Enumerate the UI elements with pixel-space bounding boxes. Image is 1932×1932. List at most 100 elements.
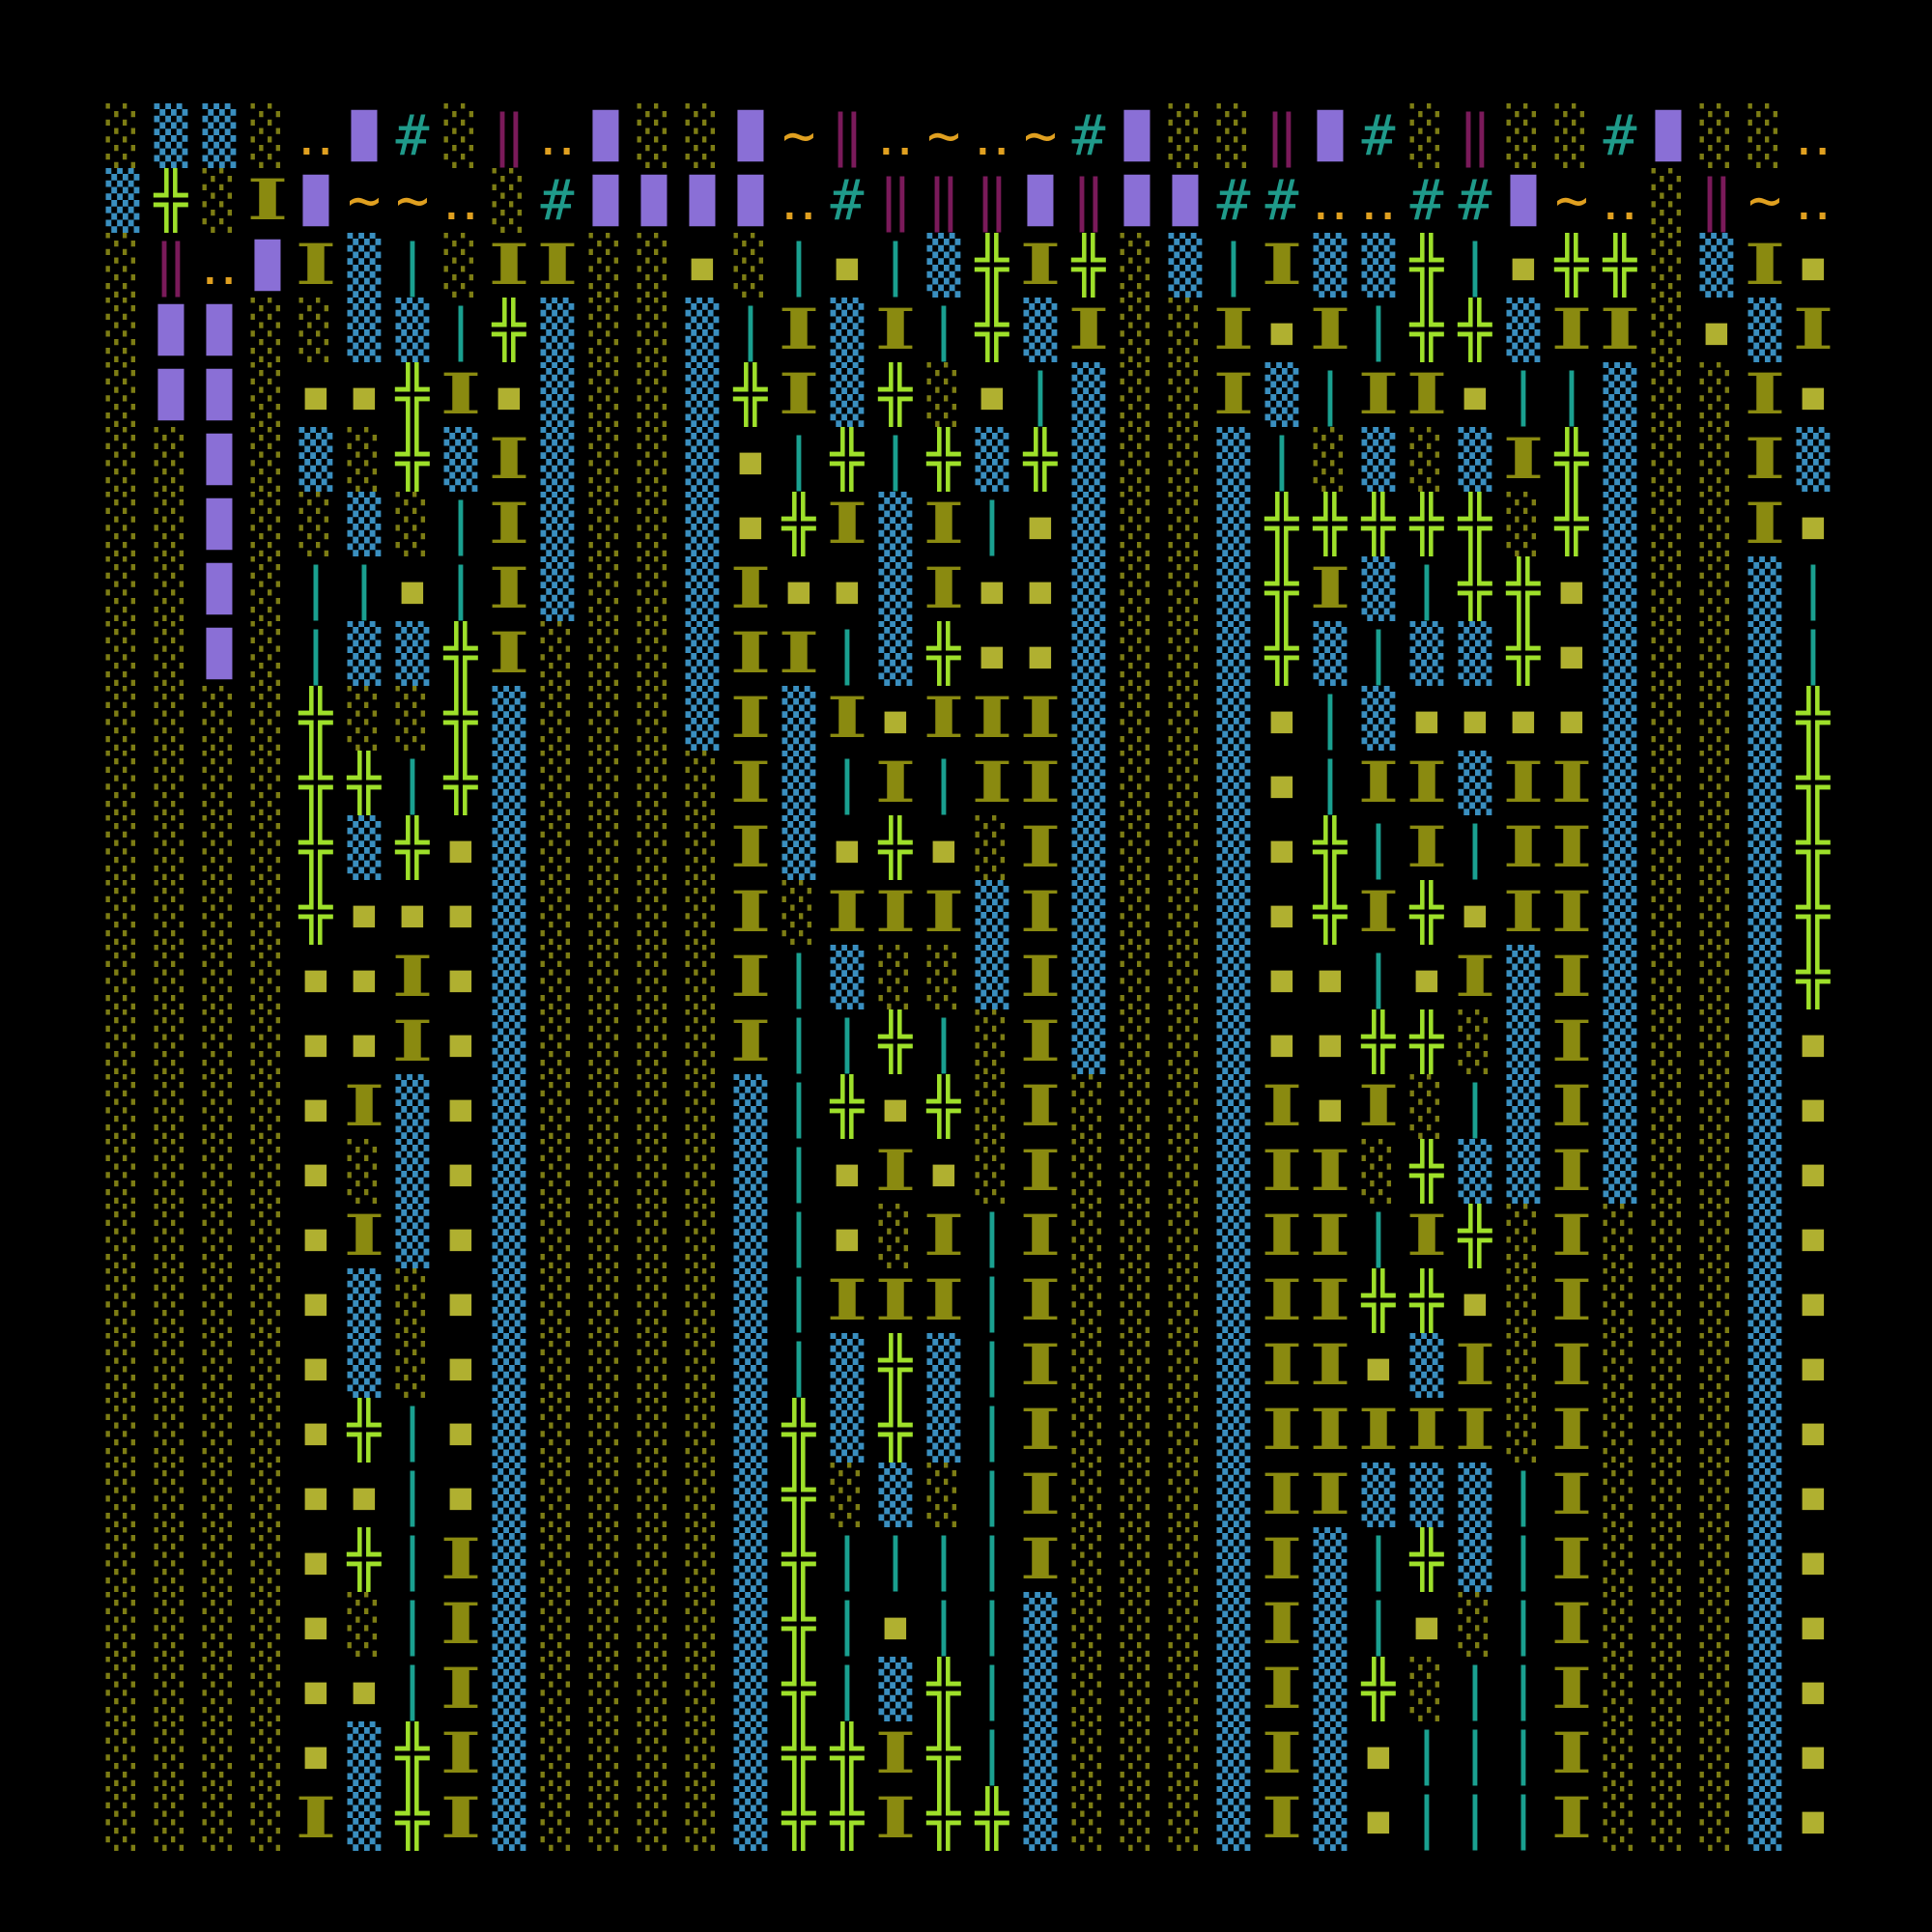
tile: I	[1406, 362, 1448, 427]
tile: ░	[1071, 1527, 1106, 1592]
tile: ░	[588, 1139, 623, 1204]
tile: |	[1506, 1527, 1541, 1592]
tile: ░	[250, 815, 285, 880]
tile: ▪	[1409, 945, 1444, 1009]
tile: ░	[105, 1009, 140, 1074]
tile: ▒	[1747, 298, 1782, 362]
tile: ▒	[1216, 1721, 1251, 1786]
tile: ░	[637, 492, 671, 556]
tile: ░	[588, 1721, 623, 1786]
tile: ░	[250, 1398, 285, 1463]
tile: ╬	[926, 1721, 961, 1786]
tile: ░	[540, 621, 575, 686]
tile: |	[1458, 1657, 1492, 1721]
tile: █	[157, 303, 185, 356]
tile: |	[1506, 1786, 1541, 1851]
tile: ╬	[926, 1657, 961, 1721]
tile: ▒	[347, 815, 382, 880]
tile: ░	[105, 1398, 140, 1463]
tile: █	[1027, 174, 1054, 227]
tile: ▪	[1361, 1721, 1396, 1786]
tile: ‖	[154, 233, 188, 298]
tile: ▪	[443, 1139, 478, 1204]
tile: ░	[1651, 880, 1686, 945]
tile: I	[1502, 815, 1545, 880]
tile: ▒	[685, 621, 720, 686]
tile: ░	[926, 945, 961, 1009]
tile: ░	[588, 492, 623, 556]
tile: ▒	[1216, 1398, 1251, 1463]
tile: |	[347, 556, 382, 621]
tile: ░	[1651, 1268, 1686, 1333]
tile: |	[830, 621, 865, 686]
tile: █	[737, 109, 764, 162]
tile: |	[830, 1592, 865, 1657]
tile: ‥	[973, 103, 1011, 168]
tile: ▒	[1216, 686, 1251, 751]
tile: I	[826, 1268, 868, 1333]
tile: ▒	[154, 103, 188, 168]
tile: ▒	[1747, 1592, 1782, 1657]
tile: I	[1019, 1527, 1062, 1592]
tile: ░	[637, 880, 671, 945]
tile: |	[298, 556, 333, 621]
tile: ░	[685, 103, 720, 168]
tile: ╬	[1361, 1268, 1396, 1333]
tile: |	[1409, 1721, 1444, 1786]
tile: ▒	[1071, 427, 1106, 492]
tile: ▒	[1216, 427, 1251, 492]
tile: |	[1313, 362, 1348, 427]
tile: ░	[105, 233, 140, 298]
tile: ▒	[347, 1786, 382, 1851]
tile: ░	[154, 1657, 188, 1721]
tile: I	[440, 1721, 482, 1786]
tile: I	[1261, 1398, 1303, 1463]
tile: I	[1309, 1463, 1351, 1527]
tile: ▒	[492, 1592, 526, 1657]
tile: ░	[1120, 1204, 1154, 1268]
tile: ╬	[878, 362, 913, 427]
tile: ▒	[1603, 880, 1637, 945]
tile: |	[1361, 1527, 1396, 1592]
tile: ░	[1699, 945, 1734, 1009]
tile: ▪	[1796, 1721, 1831, 1786]
tile: ░	[1120, 233, 1154, 298]
tile: ▪	[926, 815, 961, 880]
tile: |	[1506, 1657, 1541, 1721]
tile: I	[1792, 298, 1834, 362]
tile: |	[878, 233, 913, 298]
tile: ░	[1651, 1463, 1686, 1527]
tile: |	[975, 1268, 1009, 1333]
tile: ░	[685, 1463, 720, 1527]
tile: ░	[105, 1333, 140, 1398]
tile: ░	[154, 1009, 188, 1074]
tile: ▪	[298, 1527, 333, 1592]
tile: I	[826, 880, 868, 945]
tile: ╬	[975, 1786, 1009, 1851]
tile: ░	[540, 1268, 575, 1333]
tile: ░	[637, 298, 671, 362]
tile: ▪	[830, 556, 865, 621]
tile: ░	[975, 1009, 1009, 1074]
tile: ▪	[878, 1074, 913, 1139]
tile: ▪	[1313, 945, 1348, 1009]
tile: ▒	[1216, 1139, 1251, 1204]
tile: ╬	[926, 1074, 961, 1139]
tile: ░	[1651, 1592, 1686, 1657]
tile: ╬	[1313, 880, 1348, 945]
tile: ▒	[1216, 1463, 1251, 1527]
tile: ░	[1651, 945, 1686, 1009]
tile: #	[395, 103, 430, 168]
tile: ╬	[1458, 556, 1492, 621]
tile: ░	[105, 1657, 140, 1721]
tile: #	[830, 168, 865, 233]
tile: ╬	[298, 880, 333, 945]
map-grid: ░ ▒ ▒ ░ ‥ █ # ░ ‖ ‥ █ ░ ░ █ ~ ‖ ‥ ~ ‥ ~ # █ ░ ░ ‖ █ # ░ ‖ ░ ░ # █ ░ ░ ‥ ▒ ╬ ░ I…	[99, 103, 1837, 1851]
tile: ~	[347, 168, 382, 233]
tile: ▒	[685, 492, 720, 556]
tile: ▪	[926, 1139, 961, 1204]
tile: ╬	[443, 751, 478, 815]
tile: |	[1506, 362, 1541, 427]
tile: ▒	[1216, 1333, 1251, 1398]
tile: ░	[250, 751, 285, 815]
